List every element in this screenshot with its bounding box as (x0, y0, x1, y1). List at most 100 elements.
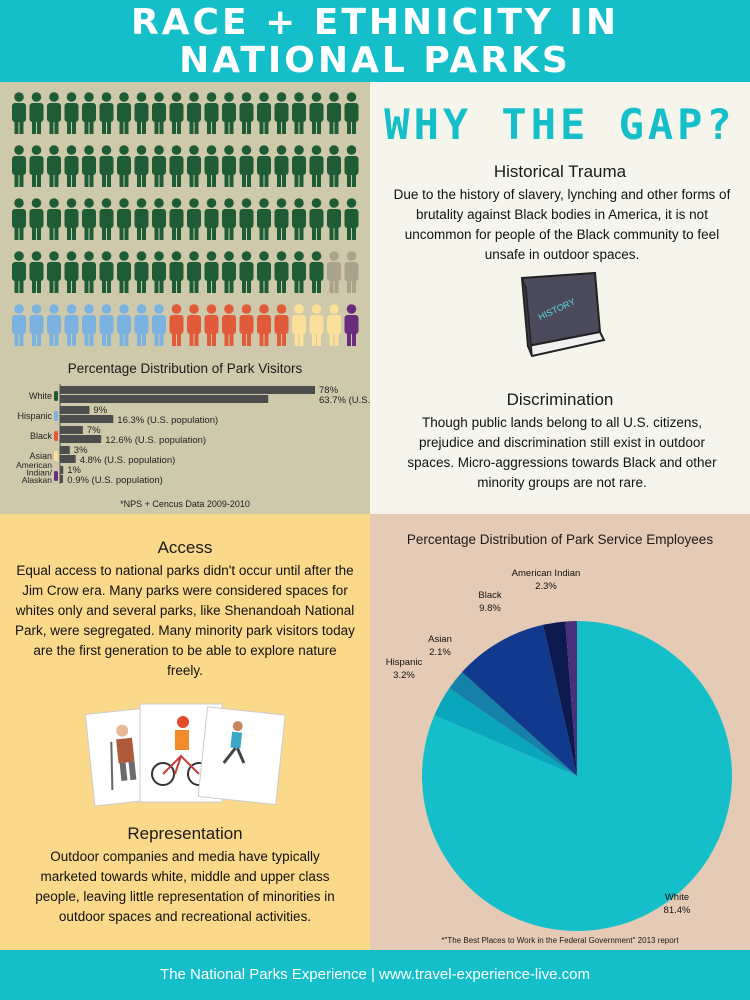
white-person-icon (99, 145, 114, 187)
white-person-icon (187, 198, 201, 240)
white-person-icon (274, 251, 289, 293)
white-person-icon (327, 198, 341, 240)
bar-row: Black 7% 12.6% (U.S. population) (30, 425, 206, 446)
bar-category-label: American (16, 460, 52, 470)
why-title: WHY THE GAP? (384, 100, 736, 149)
white-person-icon (12, 198, 26, 240)
trauma-text: Due to the history of slavery, lynching … (393, 187, 731, 262)
white-person-icon (204, 198, 219, 240)
bar-category-label: Alaskan (22, 475, 53, 485)
pie-slice (434, 688, 577, 776)
white-person-icon (12, 251, 26, 293)
white-person-icon (309, 92, 324, 134)
outdoor-activity-cards (85, 703, 285, 807)
representation-text: Outdoor companies and media have typical… (35, 849, 335, 924)
white-person-icon (292, 145, 306, 187)
white-person-icon (274, 92, 289, 134)
white-person-icon (64, 92, 79, 134)
white-person-icon (29, 145, 44, 187)
white-person-icon (327, 145, 341, 187)
visitors-value-label: 7% (87, 425, 101, 436)
white-person-icon (99, 198, 114, 240)
white-person-icon (29, 92, 44, 134)
white-person-icon (257, 92, 271, 134)
discrimination-title: Discrimination (506, 390, 614, 409)
asian-person-icon (309, 304, 324, 346)
white-person-icon (222, 251, 236, 293)
hispanic-person-icon (82, 304, 96, 346)
white-person-icon (64, 251, 79, 293)
visitors-value-label: 1% (67, 465, 81, 476)
white-person-icon (82, 92, 96, 134)
population-bar (60, 435, 102, 443)
black-person-icon (239, 304, 254, 346)
american-indian-person-icon (344, 304, 359, 346)
white-person-icon (82, 198, 96, 240)
white-person-icon (64, 198, 79, 240)
pie-slice-value: 3.2% (393, 670, 415, 681)
bar-category-label: Hispanic (17, 411, 52, 421)
visitors-bar (60, 466, 64, 474)
page-title: RACE + ETHNICITY IN NATIONAL PARKS (0, 0, 750, 80)
white-person-icon (134, 145, 149, 187)
discrimination-text: Though public lands belong to all U.S. c… (407, 415, 717, 490)
visitors-bar (60, 386, 315, 394)
header-banner: RACE + ETHNICITY IN NATIONAL PARKS (0, 0, 750, 82)
visitors-panel: Percentage Distribution of Park Visitors… (0, 82, 370, 514)
other-person-icon (327, 251, 341, 293)
population-value-label: 16.3% (U.S. population) (117, 415, 218, 426)
employees-chart-source: *"The Best Places to Work in the Federal… (441, 936, 679, 945)
white-person-icon (274, 145, 289, 187)
white-person-icon (344, 198, 359, 240)
black-person-icon (274, 304, 289, 346)
white-person-icon (344, 92, 359, 134)
hispanic-person-icon (64, 304, 79, 346)
visitors-value-label: 9% (93, 405, 107, 416)
white-person-icon (152, 198, 166, 240)
hispanic-person-icon (152, 304, 166, 346)
category-person-icon (54, 431, 58, 441)
white-person-icon (117, 145, 131, 187)
access-text: Equal access to national parks didn't oc… (15, 563, 355, 678)
access-title: Access (157, 538, 213, 557)
population-bar (60, 415, 114, 423)
white-person-icon (239, 198, 254, 240)
category-person-icon (54, 471, 58, 481)
white-person-icon (292, 92, 306, 134)
white-person-icon (344, 145, 359, 187)
white-person-icon (117, 251, 131, 293)
pie-slice (543, 621, 577, 776)
white-person-icon (99, 92, 114, 134)
black-person-icon (169, 304, 184, 346)
black-person-icon (187, 304, 201, 346)
white-person-icon (82, 251, 96, 293)
category-person-icon (54, 451, 58, 461)
white-person-icon (204, 145, 219, 187)
population-bar (60, 455, 76, 463)
history-book-icon: HISTORY (520, 271, 606, 358)
pie-slice-value: 9.8% (479, 603, 501, 614)
pie-slice-label: American Indian (512, 568, 581, 579)
bar-category-label: Black (30, 431, 53, 441)
other-person-icon (344, 251, 359, 293)
bar-row: Hispanic 9% 16.3% (U.S. population) (17, 405, 218, 426)
white-person-icon (117, 198, 131, 240)
title-line-2: NATIONAL PARKS (179, 40, 571, 81)
pie-slice-value: 2.1% (429, 647, 451, 658)
population-value-label: 4.8% (U.S. population) (80, 455, 176, 466)
white-person-icon (82, 145, 96, 187)
white-person-icon (257, 198, 271, 240)
white-person-icon (134, 92, 149, 134)
white-person-icon (152, 145, 166, 187)
hispanic-person-icon (117, 304, 131, 346)
access-panel: Access Equal access to national parks di… (0, 514, 370, 950)
population-bar (60, 475, 63, 483)
white-person-icon (64, 145, 79, 187)
white-person-icon (134, 198, 149, 240)
pie-slice-value: 2.3% (535, 581, 557, 592)
white-person-icon (187, 92, 201, 134)
footer-text: The National Parks Experience | www.trav… (160, 966, 590, 983)
white-person-icon (309, 251, 324, 293)
pie-slice (462, 624, 577, 776)
